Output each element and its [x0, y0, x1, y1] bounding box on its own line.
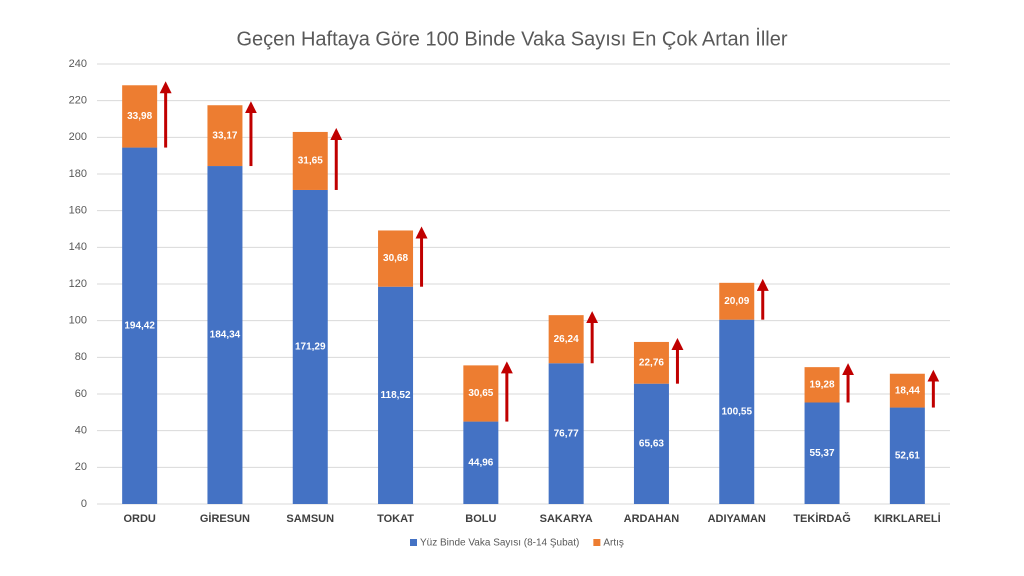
bar-segment: [719, 319, 755, 504]
bar-segment: [804, 367, 840, 403]
x-tick-label: TOKAT: [377, 513, 414, 525]
data-label: 31,65: [298, 156, 323, 167]
y-tick-label: 180: [69, 168, 87, 180]
data-label: 44,96: [468, 457, 493, 468]
bar-segment: [548, 315, 584, 364]
x-tick-label: SAMSUN: [286, 513, 334, 525]
y-tick-label: 100: [69, 315, 87, 327]
y-tick-label: 240: [69, 58, 87, 70]
bar-segment: [463, 365, 499, 422]
y-tick-label: 20: [75, 461, 87, 473]
y-tick-label: 40: [75, 425, 87, 437]
legend-swatch: [593, 539, 601, 546]
bar-segment: [378, 230, 414, 287]
data-label: 184,34: [210, 330, 241, 341]
y-tick-label: 140: [69, 241, 87, 253]
y-tick-label: 60: [75, 388, 87, 400]
bar-segment: [889, 373, 925, 408]
data-label: 100,55: [721, 406, 752, 417]
bar-segment: [207, 166, 243, 504]
data-label: 118,52: [381, 390, 411, 401]
x-tick-label: ORDU: [123, 513, 155, 525]
data-label: 20,09: [724, 296, 749, 307]
data-label: 33,17: [212, 130, 237, 141]
y-tick-label: 200: [69, 131, 87, 143]
bar-segment: [719, 282, 755, 320]
x-tick-label: SAKARYA: [540, 513, 593, 525]
data-label: 33,98: [127, 111, 152, 122]
x-tick-label: KIRKLARELİ: [874, 512, 941, 525]
bar-segment: [548, 363, 584, 504]
bar-segment: [378, 286, 414, 504]
bar-segment: [463, 421, 499, 504]
x-tick-label: BOLU: [465, 513, 496, 525]
legend-label: Artış: [603, 538, 624, 549]
data-label: 52,61: [895, 450, 920, 461]
legend-label: Yüz Binde Vaka Sayısı (8-14 Şubat): [420, 538, 579, 549]
bar-segment: [292, 131, 328, 190]
bar-segment: [633, 383, 669, 504]
bar-segment: [122, 147, 158, 504]
data-label: 55,37: [810, 448, 835, 459]
x-tick-label: ADIYAMAN: [708, 513, 766, 525]
y-tick-label: 0: [81, 498, 87, 510]
bar-segment: [889, 407, 925, 504]
bar-segment: [633, 341, 669, 384]
bar-segment: [207, 105, 243, 167]
y-tick-label: 80: [75, 351, 87, 363]
data-label: 30,68: [383, 253, 408, 264]
x-tick-label: TEKİRDAĞ: [793, 512, 850, 525]
data-label: 26,24: [554, 334, 579, 345]
data-label: 19,28: [810, 379, 835, 390]
bar-segment: [292, 189, 328, 505]
bar-segment: [122, 85, 158, 148]
data-label: 194,42: [124, 320, 155, 331]
data-label: 171,29: [295, 342, 326, 353]
x-tick-label: GİRESUN: [200, 512, 250, 525]
data-label: 65,63: [639, 438, 664, 449]
y-tick-label: 220: [69, 95, 87, 107]
data-label: 76,77: [554, 428, 579, 439]
chart-title: Geçen Haftaya Göre 100 Binde Vaka Sayısı…: [236, 27, 787, 50]
y-tick-label: 160: [69, 205, 87, 217]
x-tick-label: ARDAHAN: [624, 513, 680, 525]
y-tick-label: 120: [69, 278, 87, 290]
bar-segment: [804, 402, 840, 504]
data-label: 22,76: [639, 357, 664, 368]
legend-swatch: [410, 539, 417, 546]
data-label: 30,65: [468, 388, 493, 399]
data-label: 18,44: [895, 385, 920, 396]
